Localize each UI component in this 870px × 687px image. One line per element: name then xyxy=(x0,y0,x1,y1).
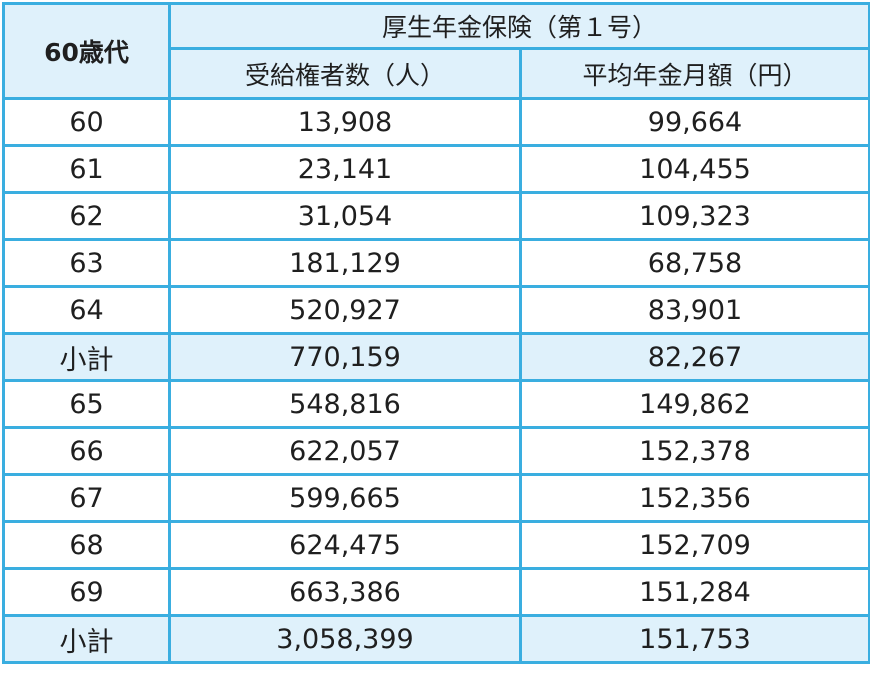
count-cell: 548,816 xyxy=(168,379,522,429)
count-cell: 181,129 xyxy=(168,238,522,288)
age-cell: 63 xyxy=(2,238,171,288)
count-column-header: 受給権者数（人） xyxy=(168,47,522,100)
count-cell: 23,141 xyxy=(168,144,522,194)
subtotal-row: 小計 3,058,399 151,753 xyxy=(2,614,870,664)
header-row-group: 60歳代 厚生年金保険（第１号） xyxy=(2,2,870,100)
avg-cell: 109,323 xyxy=(518,191,870,241)
avg-cell: 82,267 xyxy=(518,332,870,382)
age-cell: 68 xyxy=(2,520,171,570)
avg-cell: 152,709 xyxy=(518,520,870,570)
pension-table: 60歳代 厚生年金保険（第１号） 受給権者数（人） 平均年金月額（円） 60 1… xyxy=(2,2,870,664)
age-cell: 64 xyxy=(2,285,171,335)
table-row: 61 23,141 104,455 xyxy=(2,144,870,194)
subtotal-row: 小計 770,159 82,267 xyxy=(2,332,870,382)
table-row: 62 31,054 109,323 xyxy=(2,191,870,241)
avg-cell: 151,284 xyxy=(518,567,870,617)
avg-cell: 151,753 xyxy=(518,614,870,664)
age-cell: 69 xyxy=(2,567,171,617)
avg-cell: 83,901 xyxy=(518,285,870,335)
age-column-header: 60歳代 xyxy=(2,2,171,100)
header-row-columns: 受給権者数（人） 平均年金月額（円） xyxy=(4,47,870,100)
age-cell: 小計 xyxy=(2,614,171,664)
table-row: 68 624,475 152,709 xyxy=(2,520,870,570)
table-row: 64 520,927 83,901 xyxy=(2,285,870,335)
group-column-header: 厚生年金保険（第１号） xyxy=(167,2,870,50)
age-cell: 小計 xyxy=(2,332,171,382)
count-cell: 622,057 xyxy=(168,426,522,476)
avg-cell: 149,862 xyxy=(518,379,870,429)
count-cell: 13,908 xyxy=(168,97,522,147)
age-cell: 67 xyxy=(2,473,171,523)
avg-cell: 104,455 xyxy=(518,144,870,194)
age-cell: 66 xyxy=(2,426,171,476)
table-row: 67 599,665 152,356 xyxy=(2,473,870,523)
table-body: 60 13,908 99,664 61 23,141 104,455 62 31… xyxy=(2,97,870,664)
avg-cell: 68,758 xyxy=(518,238,870,288)
table-row: 66 622,057 152,378 xyxy=(2,426,870,476)
age-cell: 61 xyxy=(2,144,171,194)
count-cell: 31,054 xyxy=(168,191,522,241)
count-cell: 663,386 xyxy=(168,567,522,617)
avg-column-header: 平均年金月額（円） xyxy=(518,47,870,100)
age-cell: 65 xyxy=(2,379,171,429)
count-cell: 520,927 xyxy=(168,285,522,335)
table-row: 69 663,386 151,284 xyxy=(2,567,870,617)
avg-cell: 152,378 xyxy=(518,426,870,476)
age-cell: 62 xyxy=(2,191,171,241)
count-cell: 599,665 xyxy=(168,473,522,523)
table-header: 60歳代 厚生年金保険（第１号） 受給権者数（人） 平均年金月額（円） xyxy=(2,2,870,100)
count-cell: 770,159 xyxy=(168,332,522,382)
count-cell: 3,058,399 xyxy=(168,614,522,664)
age-cell: 60 xyxy=(2,97,171,147)
table-row: 60 13,908 99,664 xyxy=(2,97,870,147)
count-cell: 624,475 xyxy=(168,520,522,570)
avg-cell: 99,664 xyxy=(518,97,870,147)
avg-cell: 152,356 xyxy=(518,473,870,523)
table-row: 63 181,129 68,758 xyxy=(2,238,870,288)
table-row: 65 548,816 149,862 xyxy=(2,379,870,429)
